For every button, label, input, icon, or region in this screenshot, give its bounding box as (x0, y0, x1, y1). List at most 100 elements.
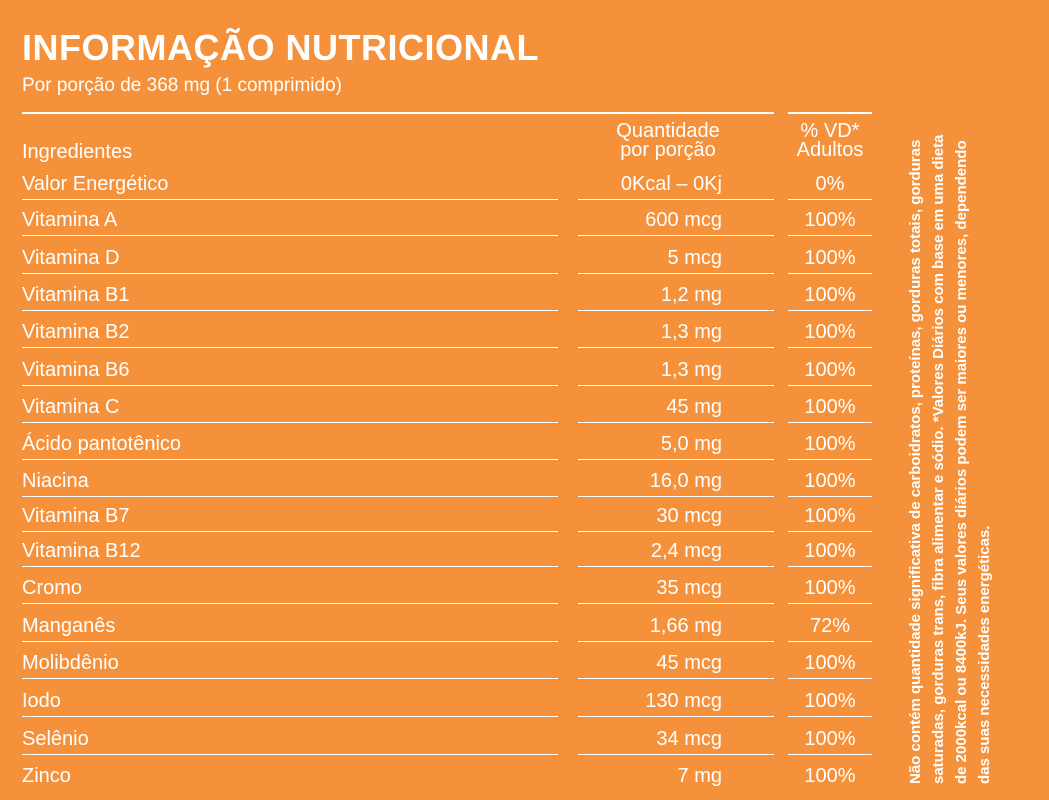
ingredient-name: Ácido pantotênico (22, 433, 182, 455)
row-divider (578, 565, 774, 567)
ingredient-daily-value: 0% (815, 173, 845, 195)
row-divider (578, 715, 774, 717)
row-divider (22, 234, 558, 236)
ingredient-quantity: 34 mcg (656, 728, 722, 750)
row-divider (578, 234, 774, 236)
ingredient-quantity: 1,2 mg (660, 284, 722, 306)
row-divider (22, 753, 558, 755)
row-divider (788, 565, 872, 567)
ingredient-quantity: 45 mcg (656, 652, 722, 674)
ingredient-quantity: 0Kcal – 0Kj (620, 173, 722, 195)
ingredient-daily-value: 100% (804, 321, 856, 343)
row-divider (578, 272, 774, 274)
row-divider (22, 309, 558, 311)
ingredient-name: Vitamina A (22, 209, 118, 231)
serving-size: Por porção de 368 mg (1 comprimido) (22, 75, 342, 96)
ingredient-daily-value: 72% (809, 615, 851, 637)
row-divider (788, 421, 872, 423)
row-divider (578, 384, 774, 386)
table-row: Vitamina B7 30 mcg 100% (22, 496, 872, 532)
ingredient-daily-value: 100% (804, 690, 856, 712)
ingredient-name: Vitamina B12 (22, 540, 141, 562)
table-row: Molibdênio 45 mcg 100% (22, 643, 872, 679)
column-header-quantity: Quantidade por porção (598, 120, 738, 161)
row-divider (788, 715, 872, 717)
ingredient-quantity: 35 mcg (656, 577, 722, 599)
row-divider (578, 495, 774, 497)
ingredient-name: Vitamina B2 (22, 321, 130, 343)
table-row: Valor Energético 0Kcal – 0Kj 0% (22, 164, 872, 200)
ingredient-daily-value: 100% (804, 540, 856, 562)
column-header-vd: % VD* Adultos (788, 120, 872, 160)
ingredient-quantity: 1,3 mg (660, 321, 722, 343)
row-divider (22, 495, 558, 497)
ingredient-quantity: 2,4 mcg (650, 540, 722, 562)
ingredient-daily-value: 100% (804, 247, 856, 269)
page-title: INFORMAÇÃO NUTRICIONAL (22, 27, 539, 68)
table-row: Zinco 7 mg 100% (22, 756, 872, 792)
row-divider (578, 458, 774, 460)
table-top-rule (22, 112, 872, 114)
table-row: Selênio 34 mcg 100% (22, 719, 872, 755)
footnote-container: Não contém quantidade significativa de c… (904, 118, 1034, 784)
column-header-ingredients: Ingredientes (22, 141, 133, 163)
ingredient-quantity: 7 mg (677, 765, 722, 787)
column-header-quantity-line1: Quantidade (616, 120, 720, 142)
row-divider (788, 198, 872, 200)
ingredient-daily-value: 100% (804, 284, 856, 306)
ingredient-name: Iodo (22, 690, 61, 712)
table-row: Vitamina C 45 mg 100% (22, 387, 872, 423)
row-divider (788, 495, 872, 497)
footnote: Não contém quantidade significativa de c… (907, 134, 993, 784)
row-divider (22, 565, 558, 567)
row-divider (22, 421, 558, 423)
row-divider (788, 309, 872, 311)
table-row: Iodo 130 mcg 100% (22, 681, 872, 717)
row-divider (788, 384, 872, 386)
table-row: Cromo 35 mcg 100% (22, 568, 872, 604)
ingredient-quantity: 1,66 mg (649, 615, 722, 637)
row-divider (22, 640, 558, 642)
table-row: Vitamina A 600 mcg 100% (22, 200, 872, 236)
ingredient-name: Niacina (22, 470, 89, 492)
ingredient-name: Vitamina B1 (22, 284, 130, 306)
ingredient-quantity: 1,3 mg (660, 359, 722, 381)
column-header-quantity-line2: por porção (620, 139, 716, 161)
ingredient-name: Vitamina B7 (22, 505, 130, 527)
row-divider (578, 677, 774, 679)
row-divider (788, 602, 872, 604)
row-divider (22, 458, 558, 460)
table-row: Vitamina D 5 mcg 100% (22, 238, 872, 274)
row-divider (788, 753, 872, 755)
ingredient-daily-value: 100% (804, 505, 856, 527)
row-divider (788, 346, 872, 348)
table-row: Manganês 1,66 mg 72% (22, 606, 872, 642)
ingredient-quantity: 130 mcg (645, 690, 722, 712)
row-divider (788, 458, 872, 460)
row-divider (578, 753, 774, 755)
ingredient-daily-value: 100% (804, 359, 856, 381)
column-header-vd-line1: % VD* (800, 120, 860, 142)
ingredient-name: Valor Energético (22, 173, 169, 195)
row-divider (22, 272, 558, 274)
ingredient-quantity: 5,0 mg (660, 433, 722, 455)
ingredient-name: Selênio (22, 728, 89, 750)
ingredient-name: Cromo (22, 577, 83, 599)
ingredient-daily-value: 100% (804, 209, 856, 231)
row-divider (578, 346, 774, 348)
row-divider (578, 530, 774, 532)
ingredient-quantity: 600 mcg (645, 209, 722, 231)
row-divider (22, 677, 558, 679)
row-divider (578, 640, 774, 642)
row-divider (788, 272, 872, 274)
table-row: Vitamina B12 2,4 mcg 100% (22, 531, 872, 567)
row-divider (578, 421, 774, 423)
ingredient-name: Vitamina D (22, 247, 120, 269)
ingredient-quantity: 45 mg (666, 396, 722, 418)
ingredient-daily-value: 100% (804, 433, 856, 455)
ingredient-name: Molibdênio (22, 652, 119, 674)
ingredient-quantity: 5 mcg (667, 247, 722, 269)
ingredient-daily-value: 100% (804, 652, 856, 674)
row-divider (578, 309, 774, 311)
row-divider (22, 715, 558, 717)
